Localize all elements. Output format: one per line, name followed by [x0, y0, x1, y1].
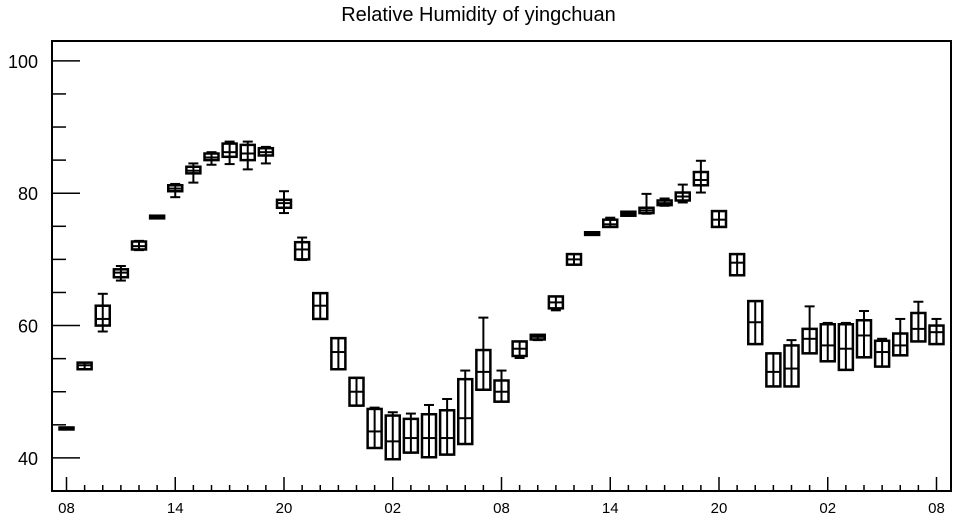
box-25 [511, 340, 528, 359]
box-33 [656, 197, 673, 207]
box-14 [312, 291, 329, 321]
box-43 [837, 321, 855, 372]
x-tick-label: 08 [493, 500, 510, 517]
box-39 [765, 352, 782, 388]
box-29 [583, 231, 601, 237]
y-axis: 40 60 80 100 [8, 52, 80, 492]
box-38 [747, 299, 764, 346]
y-tick-label: 60 [18, 317, 38, 337]
y-tick-label: 40 [18, 449, 38, 469]
x-tick-label: 14 [602, 500, 619, 517]
x-tick-label: 08 [58, 500, 75, 517]
box-10 [239, 140, 256, 171]
box-6 [167, 182, 184, 199]
box-3 [112, 265, 130, 282]
box-17 [366, 406, 383, 450]
x-tick-label: 02 [384, 500, 401, 517]
box-26 [529, 333, 546, 342]
box-5 [148, 214, 166, 220]
box-27 [547, 295, 565, 312]
box-22 [457, 369, 474, 446]
box-4 [130, 239, 148, 252]
box-36 [710, 209, 728, 229]
box-31 [620, 210, 637, 217]
box-1 [76, 361, 93, 371]
box-47 [910, 300, 927, 343]
box-series [58, 140, 945, 461]
box-30 [602, 216, 619, 229]
box-28 [565, 252, 583, 266]
box-23 [475, 316, 492, 392]
y-tick-label: 80 [18, 184, 38, 204]
box-46 [892, 317, 909, 357]
box-34 [674, 183, 691, 204]
box-9 [221, 140, 238, 166]
box-0 [58, 426, 75, 431]
box-12 [275, 190, 293, 215]
x-tick-label: 20 [711, 500, 728, 517]
x-tick-label: 14 [167, 500, 184, 517]
box-40 [783, 339, 800, 388]
x-tick-label: 08 [928, 500, 945, 517]
x-tick-label: 20 [276, 500, 293, 517]
plot-frame [51, 40, 952, 492]
box-44 [855, 310, 873, 359]
chart-title: Relative Humidity of yingchuan [341, 4, 616, 26]
box-21 [438, 398, 456, 456]
box-45 [873, 337, 891, 368]
box-15 [330, 336, 347, 371]
box-35 [692, 159, 710, 194]
box-7 [185, 162, 202, 184]
box-13 [293, 236, 311, 262]
y-tick-label: 100 [8, 52, 38, 72]
box-48 [928, 317, 945, 346]
box-37 [728, 252, 746, 277]
box-11 [257, 145, 275, 165]
box-20 [420, 403, 438, 459]
box-16 [348, 376, 365, 407]
box-18 [384, 411, 401, 461]
box-32 [638, 192, 655, 215]
box-41 [801, 305, 818, 355]
box-19 [402, 412, 420, 454]
box-24 [493, 369, 510, 403]
box-42 [819, 321, 836, 363]
x-axis: 08 14 20 02 08 14 20 02 08 [58, 477, 945, 517]
box-8 [203, 151, 220, 166]
x-tick-label: 02 [819, 500, 836, 517]
box-2 [94, 292, 111, 333]
